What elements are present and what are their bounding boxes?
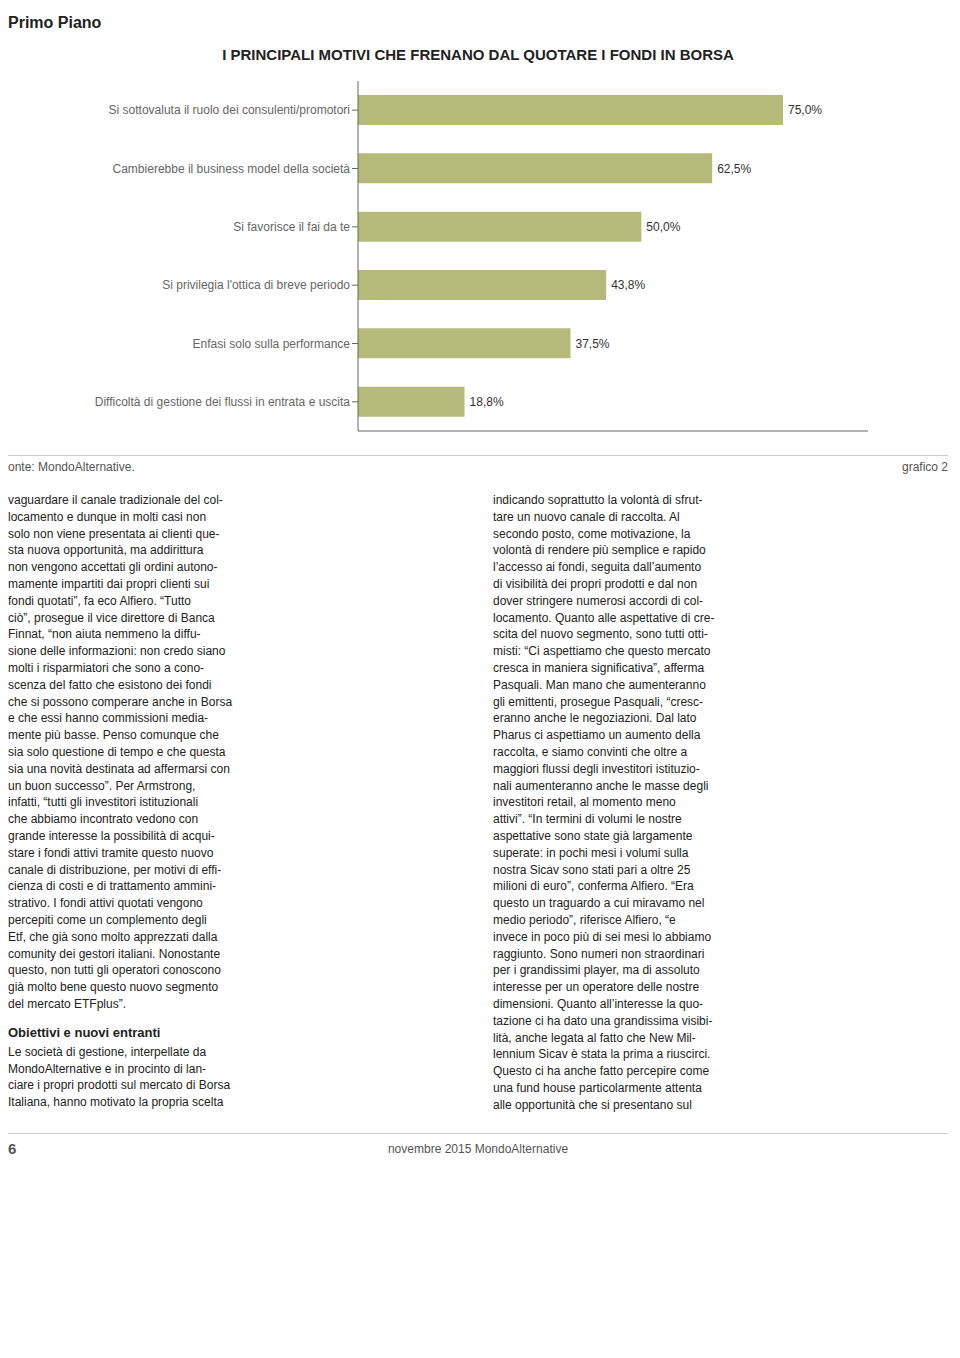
html-text:Primo Piano: Primo Piano [8,14,102,31]
svg-text:50,0%: 50,0% [646,220,680,234]
html-text:Le società di gestione, interp: Le società di gestione, interpellate da … [8,1044,231,1110]
svg-text:Si privilegia l'ottica di brev: Si privilegia l'ottica di breve periodo [162,278,350,292]
svg-text:62,5%: 62,5% [717,162,751,176]
html-text:I PRINCIPALI MOTIVI CHE FRENAN: I PRINCIPALI MOTIVI CHE FRENANO DAL QUOT… [222,46,734,63]
svg-text:Difficoltà di gestione dei flu: Difficoltà di gestione dei flussi in ent… [95,395,351,409]
svg-text:Si favorisce il fai da te: Si favorisce il fai da te [233,220,350,234]
svg-text:43,8%: 43,8% [611,278,645,292]
html-text:Obiettivi e nuovi entranti: Obiettivi e nuovi entranti [8,1024,161,1040]
svg-text:37,5%: 37,5% [576,337,610,351]
svg-text:18,8%: 18,8% [470,395,504,409]
html-text:indicando soprattutto la volon: indicando soprattutto la volontà di sfru… [493,493,715,1112]
svg-text:Cambierebbe il business model: Cambierebbe il business model della soci… [113,162,351,176]
svg-text:Si sottovaluta il ruolo dei co: Si sottovaluta il ruolo dei consulenti/p… [109,103,350,117]
html-text:vaguardare il canale tradizion: vaguardare il canale tradizionale del co… [8,493,233,1011]
html-text:novembre 2015 MondoAlternative: novembre 2015 MondoAlternative [387,1142,569,1156]
html-text:grafico 2: grafico 2 [902,460,948,474]
html-text:onte: MondoAlternative.: onte: MondoAlternative. [8,460,135,474]
svg-text:75,0%: 75,0% [788,103,822,117]
svg-text:Enfasi solo sulla performance: Enfasi solo sulla performance [193,337,351,351]
html-text:6: 6 [8,1140,17,1158]
